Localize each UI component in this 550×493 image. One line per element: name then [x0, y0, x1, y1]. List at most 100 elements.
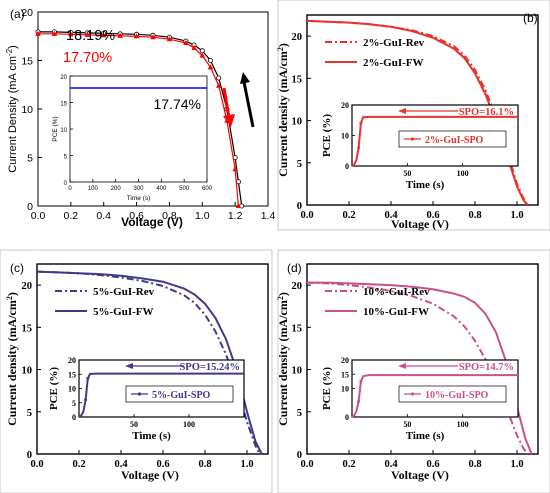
y-tick-label: 20: [22, 281, 33, 292]
inset-annotation: SPO=14.7%: [459, 362, 514, 373]
legend-label: 2%-GuI-Rev: [363, 37, 425, 49]
inset-y-tick-label: 20: [60, 75, 67, 81]
x-tick-label: 0.4: [384, 210, 398, 221]
inset-data-point: [357, 146, 361, 150]
inset-legend-box: [398, 385, 507, 403]
x-tick-label: 0.4: [96, 210, 111, 222]
series-line: [306, 281, 529, 455]
series-line: [306, 19, 529, 206]
x-axis-label: Voltage (V): [121, 215, 183, 229]
y-tick-label: 5: [27, 153, 33, 165]
y-tick-label: 15: [292, 323, 303, 334]
x-tick-label: 0.2: [72, 459, 85, 470]
inset-y-tick-label: 0: [345, 413, 349, 422]
inset-data-point: [86, 377, 90, 381]
inset-y-tick-label: 15: [60, 102, 67, 108]
x-tick-label: 1.0: [510, 459, 523, 470]
x-tick-label: 1.2: [228, 210, 243, 222]
y-axis-label: Current Density (mA cm-2): [5, 45, 20, 173]
x-tick-label: 0.8: [162, 210, 177, 222]
panel-c: 0.0 0.2 0.4 0.6 0.8 1.0 0 5 10 15 20 Voltage (V) Cur…: [0, 249, 273, 493]
y-tick-label: 15: [22, 323, 33, 334]
inset-x-tick-label: 200: [111, 186, 122, 192]
y-tick-label: 10: [22, 366, 33, 377]
data-point: [35, 30, 41, 36]
data-point: [68, 31, 74, 37]
x-tick-label: 0.2: [342, 459, 355, 470]
inset-y-tick-label: 20: [341, 101, 349, 110]
y-tick-label: 20: [292, 32, 303, 43]
inset-x-tick-label: 50: [403, 169, 411, 178]
arrow-up-head: [240, 72, 250, 84]
data-point: [166, 36, 173, 42]
panel-frame: [277, 0, 550, 231]
inset-y-label: PCE (%): [321, 114, 333, 157]
data-point: [232, 166, 238, 172]
y-tick-label: 10: [292, 117, 303, 128]
y-tick-label: 5: [297, 408, 302, 419]
annotation-fw: 17.70%: [63, 50, 112, 66]
y-tick-label: 5: [27, 408, 32, 419]
x-tick-label: 0.4: [114, 459, 128, 470]
inset-x-tick-label: 600: [202, 186, 213, 192]
x-tick-label: 0.4: [384, 459, 398, 470]
inset-frame: [69, 75, 208, 183]
y-axis-label: Current density (mA/cm2): [5, 292, 20, 426]
x-tick-label: 0.6: [156, 459, 169, 470]
data-point: [117, 32, 123, 38]
inset-chart: 0 100 200 300 400 500 600 0 5 10 15 20 Time (s) PCE (…: [52, 75, 213, 202]
annotation-arrow-head: [125, 363, 133, 369]
data-point: [235, 202, 242, 209]
series-line: [306, 19, 529, 206]
data-point: [100, 32, 107, 38]
inset-x-tick-label: 100: [457, 169, 469, 178]
inset-series-line: [351, 115, 518, 167]
data-point: [215, 82, 222, 88]
data-point: [207, 64, 214, 70]
inset-y-tick-label: 0: [72, 413, 76, 422]
inset-annotation: SPO=16.1%: [459, 107, 514, 118]
inset-data-point: [84, 398, 88, 402]
inset-x-label: Time (s): [406, 179, 445, 191]
panel-frame: [277, 249, 550, 493]
inset-x-tick-label: 500: [179, 186, 190, 192]
y-tick-label: 5: [297, 159, 302, 170]
y-tick-label: 20: [292, 281, 303, 292]
panel-label: (c): [10, 261, 24, 275]
y-tick-label: 0: [27, 201, 33, 213]
panel-b: 0.0 0.2 0.4 0.6 0.8 1.0 0 5 10 15 20 Voltage (V) Cur…: [276, 0, 550, 231]
inset-data-point: [357, 399, 361, 403]
inset-y-label: PCE (%): [52, 116, 59, 141]
x-tick-label: 0.8: [198, 459, 211, 470]
panel-label: (d): [287, 261, 302, 275]
inset-x-tick-label: 50: [130, 420, 138, 429]
y-tick-label: 0: [297, 201, 302, 212]
inset-chart: 50 100 0 5 10 15 20 Time (s) PCE (%) SPO=15.24% 5%…: [48, 356, 245, 442]
inset-y-tick-label: 10: [341, 385, 349, 394]
inset-y-tick-label: 20: [341, 356, 349, 365]
y-tick-label: 15: [292, 74, 303, 85]
legend-label: 10%-GuI-FW: [363, 306, 429, 318]
x-tick-label: 0.0: [300, 210, 313, 221]
inset-data-point: [359, 121, 363, 125]
inset-x-tick-label: 400: [156, 186, 167, 192]
inset-y-tick-label: 10: [60, 128, 67, 134]
inset-legend-marker: [410, 137, 415, 141]
x-tick-label: 1.0: [510, 210, 523, 221]
data-point: [84, 31, 91, 37]
inset-legend-label: 5%-GuI-SPO: [152, 390, 211, 401]
inset-y-tick-label: 15: [68, 370, 76, 379]
x-tick-label: 0.6: [129, 210, 144, 222]
arrow-down-shaft: [222, 87, 231, 119]
x-tick-label: 0.2: [342, 210, 355, 221]
x-tick-label: 1.4: [261, 210, 276, 222]
inset-x-label: Time (s): [127, 195, 151, 202]
inset-x-tick-label: 50: [403, 420, 411, 429]
x-tick-label: 1.0: [240, 459, 253, 470]
y-tick-label: 20: [21, 7, 33, 19]
x-axis-label: Voltage (V): [391, 217, 449, 231]
inset-y-tick-label: 5: [72, 399, 76, 408]
panel-frame: [0, 249, 273, 493]
inset-legend-label: 10%-GuI-SPO: [425, 390, 489, 401]
